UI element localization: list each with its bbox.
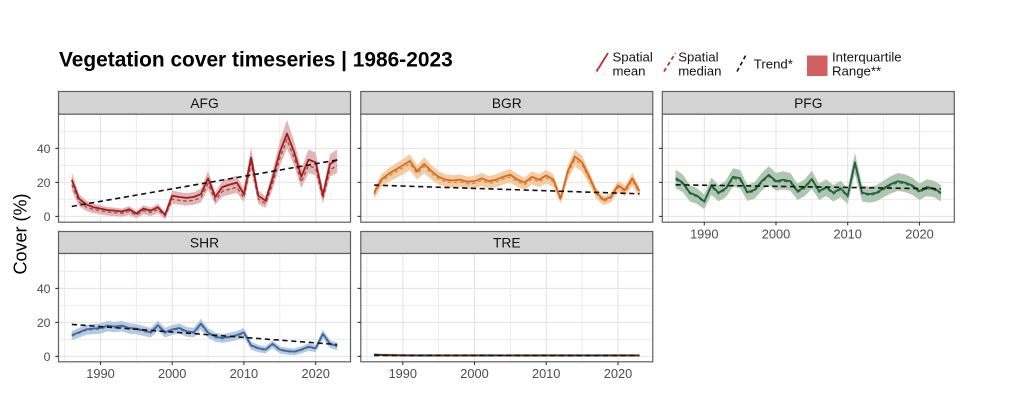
svg-text:median: median xyxy=(678,63,721,78)
svg-text:Vegetation cover timeseries |: Vegetation cover timeseries | 1986-2023 xyxy=(59,48,453,71)
svg-text:0: 0 xyxy=(44,210,51,224)
svg-text:2020: 2020 xyxy=(905,226,933,241)
svg-text:20: 20 xyxy=(37,316,51,330)
svg-text:PFG: PFG xyxy=(794,96,822,111)
svg-text:20: 20 xyxy=(37,176,51,190)
svg-text:1990: 1990 xyxy=(86,366,114,381)
svg-text:2000: 2000 xyxy=(158,366,186,381)
svg-text:Trend*: Trend* xyxy=(754,56,793,71)
svg-text:40: 40 xyxy=(37,282,51,296)
svg-text:2020: 2020 xyxy=(301,366,329,381)
svg-text:2010: 2010 xyxy=(532,366,560,381)
svg-text:40: 40 xyxy=(37,142,51,156)
svg-text:Cover (%): Cover (%) xyxy=(11,193,31,274)
svg-text:BGR: BGR xyxy=(492,96,522,111)
svg-text:1990: 1990 xyxy=(389,366,417,381)
svg-text:2000: 2000 xyxy=(460,366,488,381)
svg-text:Interquartile: Interquartile xyxy=(832,49,902,64)
svg-text:Spatial: Spatial xyxy=(678,49,718,64)
svg-text:mean: mean xyxy=(613,63,646,78)
svg-text:2000: 2000 xyxy=(762,226,790,241)
svg-text:Range**: Range** xyxy=(832,63,881,78)
svg-text:AFG: AFG xyxy=(190,96,218,111)
svg-text:0: 0 xyxy=(44,350,51,364)
svg-text:TRE: TRE xyxy=(493,235,521,250)
svg-text:2020: 2020 xyxy=(604,366,632,381)
svg-text:SHR: SHR xyxy=(190,235,219,250)
svg-text:1990: 1990 xyxy=(690,226,718,241)
svg-text:Spatial: Spatial xyxy=(613,49,653,64)
svg-text:2010: 2010 xyxy=(230,366,258,381)
svg-text:2010: 2010 xyxy=(833,226,861,241)
